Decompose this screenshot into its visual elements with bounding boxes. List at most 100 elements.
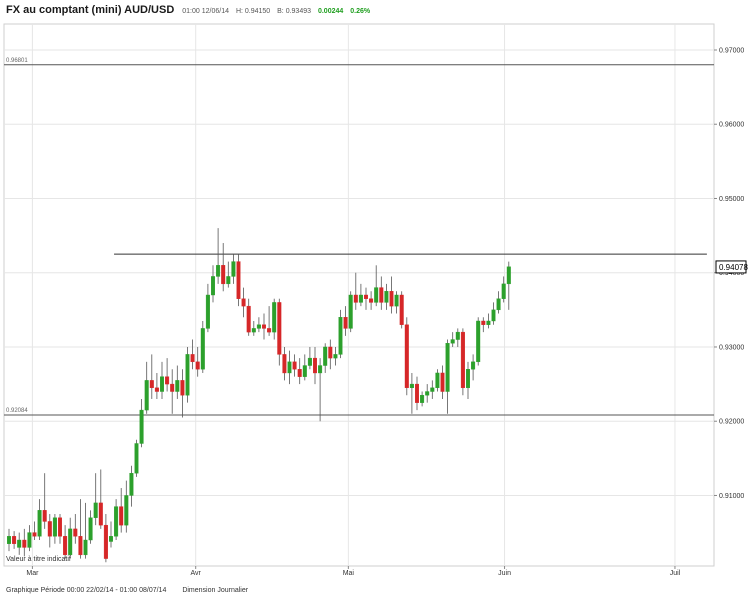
candle-body [58, 517, 63, 537]
candle-body [149, 380, 154, 389]
candle-body [63, 536, 68, 556]
candle-up [491, 302, 496, 325]
candle-body [134, 443, 139, 474]
candle-body [129, 472, 134, 496]
candle-down [262, 313, 267, 340]
candle-body [491, 309, 496, 322]
candle-up [323, 343, 328, 373]
candle-body [47, 521, 52, 537]
candle-body [251, 328, 256, 333]
candle-body [236, 261, 241, 299]
candle-up [68, 517, 73, 559]
date-axis: Mar Avr Mai Juin Juil [26, 566, 681, 577]
quote-change-pct: 0.26% [350, 8, 371, 15]
candle-up [333, 346, 338, 366]
candle-body [374, 287, 379, 303]
candle-body [27, 532, 32, 548]
candle-down [399, 291, 404, 329]
level-label: 0.96801 [6, 58, 28, 64]
candles [6, 228, 511, 563]
candle-up [226, 261, 231, 288]
candle-body [78, 536, 83, 556]
candle-down [369, 291, 374, 310]
candle-body [404, 324, 409, 389]
candle-body [22, 539, 27, 548]
candle-up [486, 313, 491, 329]
candle-up [394, 291, 399, 314]
candle-body [460, 331, 465, 389]
candle-down [277, 298, 282, 366]
candle-up [93, 473, 98, 526]
candle-body [98, 502, 103, 526]
horizontal-levels: 0.96801 0.92084 [4, 58, 714, 416]
candle-up [348, 291, 353, 333]
candle-up [272, 298, 277, 340]
candle-down [460, 328, 465, 396]
candle-down [241, 287, 246, 318]
candle-up [476, 317, 481, 366]
candle-body [338, 317, 343, 355]
quote-datetime: 01:00 12/06/14 [182, 8, 229, 15]
y-tick-label: 0.95000 [719, 196, 744, 203]
candle-up [185, 346, 190, 403]
candle-body [323, 346, 328, 366]
candle-body [328, 346, 333, 359]
y-tick-label: 0.97000 [719, 47, 744, 54]
candle-body [17, 539, 22, 548]
candle-up [501, 276, 506, 303]
candle-body [399, 294, 404, 325]
candle-up [129, 465, 134, 507]
candle-body [226, 276, 231, 285]
candle-body [297, 369, 302, 377]
candle-down [343, 306, 348, 336]
plot-frame [3, 23, 715, 567]
candle-body [302, 365, 307, 377]
candle-up [307, 346, 312, 370]
candle-up [374, 265, 379, 307]
candle-up [114, 499, 119, 541]
candle-body [114, 506, 119, 537]
y-tick-label: 0.94000 [719, 270, 744, 277]
candle-down [22, 528, 27, 557]
candle-body [180, 380, 185, 396]
candle-body [124, 495, 129, 526]
candle-down [165, 358, 170, 392]
candle-up [358, 283, 363, 307]
candle-body [445, 343, 450, 392]
candle-body [272, 302, 277, 333]
candle-down [221, 243, 226, 292]
candle-up [384, 283, 389, 310]
candle-body [200, 328, 205, 370]
x-tick-label: Juin [498, 570, 511, 577]
footer-period: Graphique Période 00:00 22/02/14 - 01:00… [6, 587, 167, 594]
candle-up [108, 521, 113, 548]
candle-down [364, 287, 369, 310]
candle-up [466, 361, 471, 399]
candle-down [180, 369, 185, 418]
candle-body [379, 287, 384, 303]
candle-body [221, 265, 226, 285]
candle-down [170, 369, 175, 414]
candle-up [124, 480, 129, 533]
candle-body [267, 328, 272, 333]
candle-up [287, 350, 292, 385]
candle-down [119, 488, 124, 533]
candle-body [384, 291, 389, 303]
candle-body [415, 383, 420, 403]
candle-up [450, 332, 455, 347]
candle-up [318, 358, 323, 422]
candle-body [496, 298, 501, 311]
candle-body [440, 372, 445, 392]
candle-down [246, 298, 251, 336]
candle-up [205, 283, 210, 333]
candle-body [93, 502, 98, 518]
chart-footer: Graphique Période 00:00 22/02/14 - 01:00… [6, 587, 262, 594]
x-tick-label: Avr [191, 570, 202, 577]
candle-body [394, 294, 399, 307]
candle-up [27, 525, 32, 552]
candle-body [307, 357, 312, 366]
candle-body [262, 324, 267, 329]
chart-header: FX au comptant (mini) AUD/USD 01:00 12/0… [6, 4, 375, 20]
candle-body [506, 266, 511, 285]
candle-up [302, 354, 307, 381]
